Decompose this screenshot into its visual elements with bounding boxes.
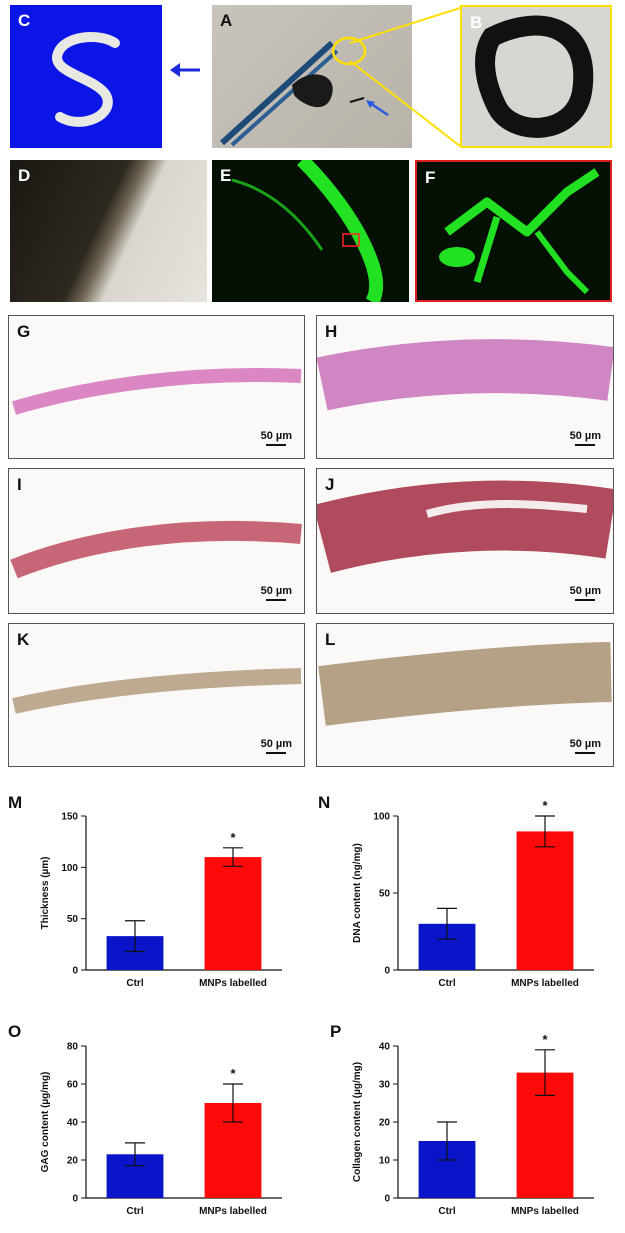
x-tick-label: Ctrl — [126, 978, 143, 989]
green-fluorescent-tissue — [231, 160, 384, 302]
panel-f-fluorescence: F — [415, 160, 612, 302]
scale-bar-j: 50 µm — [570, 585, 601, 601]
y-tick-label: 0 — [384, 1194, 390, 1205]
panel-e-fluorescence: E — [212, 160, 409, 302]
chart-svg: 0 50 100 DNA content (ng/mg) Ctrl * MNPs label… — [352, 798, 594, 989]
y-axis-label: GAG content (µg/mg) — [40, 1072, 51, 1173]
panel-label-c: C — [18, 11, 31, 30]
x-tick-label: Ctrl — [438, 978, 455, 989]
panel-k-histology: K 50 µm — [8, 623, 305, 767]
scale-bar-h: 50 µm — [570, 430, 601, 446]
y-tick-label: 60 — [67, 1080, 79, 1091]
panel-label-n: N — [318, 793, 331, 812]
he-stain-thin — [12, 368, 302, 415]
scale-bar-i: 50 µm — [261, 585, 292, 601]
forceps-illustration — [219, 36, 389, 147]
panel-b-photo: B — [460, 5, 612, 148]
chart-svg: 0 50 100 150 Thickness (µm) Ctrl * MNPs labelle… — [40, 812, 282, 989]
panel-label-o: O — [8, 1022, 22, 1041]
chart-svg: 0 20 40 60 80 GAG content (µg/mg) Ctrl * MNPs la… — [40, 1042, 282, 1217]
panel-label-p: P — [330, 1022, 342, 1041]
s-shaped-construct — [52, 32, 120, 127]
y-tick-label: 10 — [379, 1156, 391, 1167]
collagen-stain-thin — [10, 520, 302, 579]
green-fluorescent-cells — [439, 168, 600, 295]
zoom-connector-lines — [349, 7, 461, 147]
y-tick-label: 50 — [379, 889, 391, 900]
panel-j-histology: J 50 µm — [313, 468, 617, 614]
y-tick-label: 80 — [67, 1042, 79, 1053]
ring-closeup — [475, 15, 594, 138]
he-stain-thick — [316, 339, 615, 411]
panel-label-i: I — [17, 475, 22, 494]
panel-a-photo: A — [212, 5, 412, 148]
x-tick-label: MNPs labelled — [199, 1206, 267, 1217]
y-tick-label: 0 — [72, 1194, 78, 1205]
y-tick-label: 30 — [379, 1080, 391, 1091]
panel-d-micrograph: D — [10, 160, 207, 302]
y-tick-label: 20 — [379, 1118, 391, 1129]
y-tick-label: 40 — [67, 1118, 79, 1129]
y-tick-label: 0 — [384, 966, 390, 977]
scale-bar-k: 50 µm — [261, 738, 292, 754]
y-tick-label: 0 — [72, 966, 78, 977]
panel-label-j: J — [325, 475, 335, 494]
y-tick-label: 20 — [67, 1156, 79, 1167]
significance-star: * — [542, 800, 548, 813]
panel-h-histology: H 50 µm — [316, 315, 615, 459]
y-axis-label: Thickness (µm) — [40, 856, 51, 929]
scale-bar-l: 50 µm — [570, 738, 601, 754]
chart-m: 0 50 100 150 Thickness (µm) Ctrl * MNPs labelle… — [0, 800, 310, 1000]
panel-label-l: L — [325, 630, 336, 649]
x-tick-label: MNPs labelled — [199, 978, 267, 989]
y-tick-label: 150 — [61, 812, 78, 823]
chart-n: 0 50 100 DNA content (ng/mg) Ctrl * MNPs label… — [312, 798, 622, 1000]
significance-star: * — [542, 1032, 548, 1047]
panel-l-histology: L 50 µm — [316, 623, 614, 767]
y-tick-label: 50 — [67, 914, 79, 925]
panel-c-photo: C — [10, 5, 162, 148]
panel-label-a: A — [220, 11, 233, 30]
collagen-stain-thick — [313, 480, 617, 573]
chart-p: 0 10 20 30 40 Collagen content (µg/mg) Ctrl * MN… — [312, 1030, 622, 1228]
y-axis-label: DNA content (ng/mg) — [352, 843, 363, 943]
y-tick-label: 100 — [61, 863, 78, 874]
panel-label-h: H — [325, 322, 338, 341]
x-tick-label: Ctrl — [126, 1206, 143, 1217]
x-tick-label: Ctrl — [438, 1206, 455, 1217]
significance-star: * — [230, 1066, 236, 1081]
panel-label-d: D — [18, 166, 31, 185]
x-tick-label: MNPs labelled — [511, 978, 579, 989]
panel-label-f: F — [425, 168, 436, 187]
panel-g-histology: G 50 µm — [8, 315, 305, 459]
significance-star: * — [230, 830, 236, 845]
chart-o: 0 20 40 60 80 GAG content (µg/mg) Ctrl * MNPs la… — [0, 1030, 310, 1228]
panel-i-histology: I 50 µm — [8, 468, 305, 614]
y-tick-label: 100 — [373, 812, 390, 823]
bar-mnps — [516, 831, 574, 970]
panel-label-g: G — [17, 322, 31, 341]
scale-bar-g: 50 µm — [261, 430, 292, 446]
arrow-left-icon — [170, 63, 200, 77]
panel-label-m: M — [8, 793, 23, 812]
chart-svg: 0 10 20 30 40 Collagen content (µg/mg) Ctrl * MN… — [352, 1032, 594, 1217]
panel-label-b: B — [470, 13, 483, 32]
y-tick-label: 40 — [379, 1042, 391, 1053]
panel-label-k: K — [17, 630, 30, 649]
ihc-stain-thin — [12, 668, 302, 714]
y-axis-label: Collagen content (µg/mg) — [352, 1062, 363, 1182]
bar-mnps — [204, 857, 262, 970]
panel-label-e: E — [220, 166, 232, 185]
x-tick-label: MNPs labelled — [511, 1206, 579, 1217]
ihc-stain-thick — [318, 642, 612, 726]
